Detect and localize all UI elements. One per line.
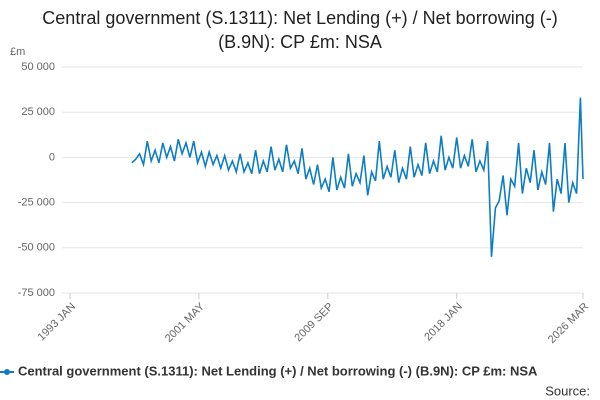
chart-title: Central government (S.1311): Net Lending… xyxy=(42,8,558,52)
legend-label: Central government (S.1311): Net Lending… xyxy=(18,363,538,378)
x-tick-label: 2018 JAN xyxy=(422,301,465,344)
y-tick-label: 0 xyxy=(49,151,55,163)
y-tick-label: -25 000 xyxy=(18,197,55,209)
y-tick-label: 25 000 xyxy=(21,106,55,118)
x-tick-label: 2026 MAR xyxy=(546,301,591,346)
legend-marker xyxy=(4,369,10,375)
x-tick-label: 2001 MAY xyxy=(163,300,208,345)
x-tick-label: 2009 SEP xyxy=(292,301,336,345)
source: Source: xyxy=(545,383,590,398)
y-axis-label: £m xyxy=(10,46,25,58)
y-tick-label: -75 000 xyxy=(18,287,55,299)
x-tick-label: 1993 JAN xyxy=(36,301,79,344)
data-line xyxy=(131,97,584,257)
y-tick-label: -50 000 xyxy=(18,242,55,254)
y-tick-label: 50 000 xyxy=(21,61,55,73)
